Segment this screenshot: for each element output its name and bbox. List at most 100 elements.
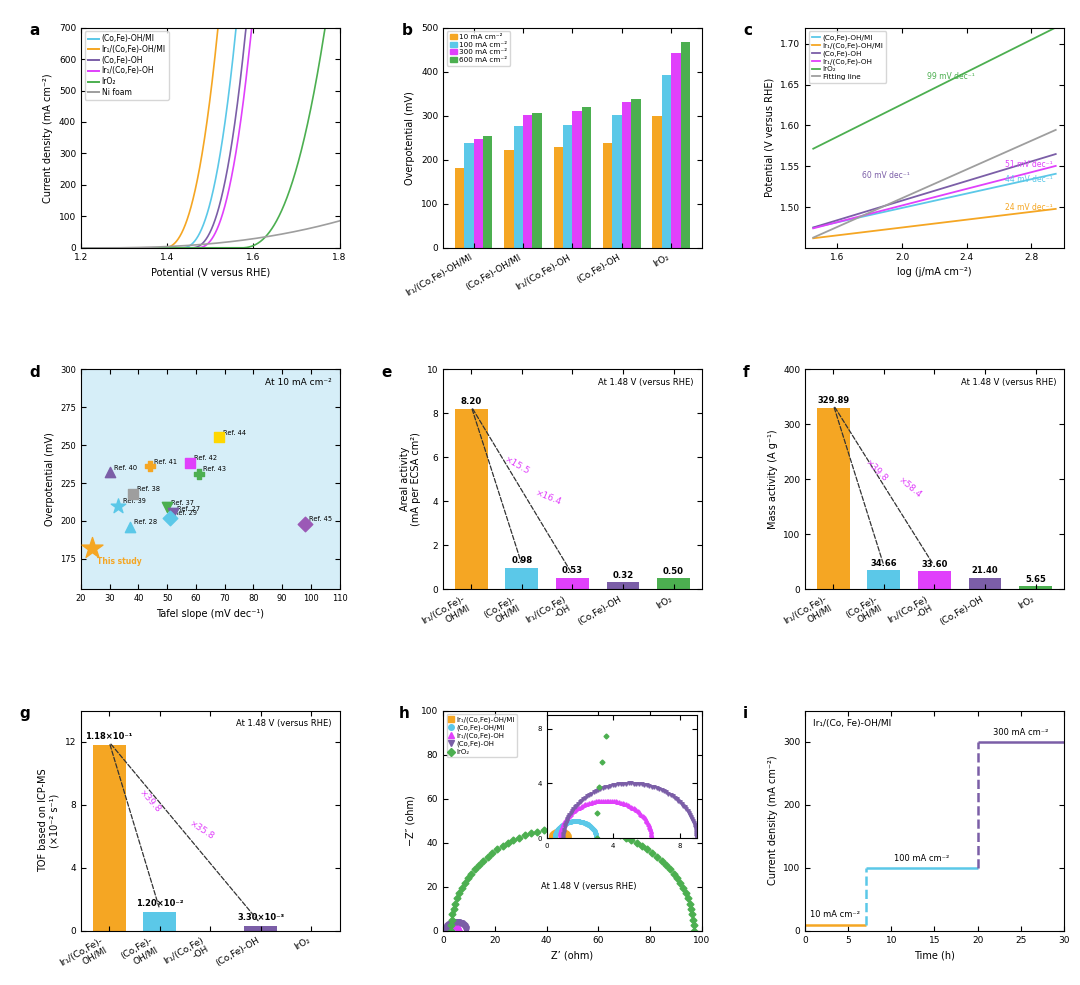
- (Co,Fe)-OH/MI: [443, 923, 456, 935]
- Line: (Co,Fe)-OH/MI: (Co,Fe)-OH/MI: [442, 926, 454, 933]
- (Co,Fe)-OH/MI: [443, 923, 456, 935]
- Text: 0.53: 0.53: [562, 566, 583, 575]
- Bar: [582, 107, 591, 248]
- Text: Ref. 37: Ref. 37: [172, 499, 194, 505]
- Bar: [244, 926, 278, 931]
- (Co,Fe)-OH/MI: [440, 922, 453, 934]
- Y-axis label: −Z″ (ohm): −Z″ (ohm): [405, 795, 416, 846]
- Ir₁/(Co,Fe)-OH: [450, 920, 463, 932]
- Text: At 1.48 V (versus RHE): At 1.48 V (versus RHE): [237, 719, 332, 728]
- IrO₂: [651, 851, 664, 863]
- Bar: [1020, 586, 1052, 589]
- Bar: [483, 136, 492, 248]
- Point: [297, 516, 314, 532]
- Bar: [631, 98, 640, 248]
- Ir₁/(Co,Fe)-OH/MI: [440, 924, 453, 936]
- (Co,Fe)-OH/MI: [444, 924, 457, 936]
- X-axis label: log (j/mA cm⁻²): log (j/mA cm⁻²): [897, 267, 972, 278]
- IrO₂: [513, 831, 526, 843]
- Line: Ir₁/(Co,Fe)-OH: Ir₁/(Co,Fe)-OH: [443, 922, 462, 933]
- Text: Ref. 39: Ref. 39: [122, 498, 146, 504]
- Text: b: b: [402, 24, 413, 38]
- Bar: [662, 75, 671, 248]
- Bar: [144, 912, 176, 931]
- Text: c: c: [743, 24, 752, 38]
- Y-axis label: TOF based on ICP-MS
(×10⁻² s⁻¹): TOF based on ICP-MS (×10⁻² s⁻¹): [38, 769, 59, 873]
- Ir₁/(Co,Fe)-OH/MI: [440, 924, 453, 936]
- Ir₁/(Co,Fe)-OH/MI: [438, 924, 451, 936]
- Text: Ref. 28: Ref. 28: [134, 519, 158, 525]
- Text: h: h: [400, 706, 410, 721]
- Bar: [532, 112, 542, 248]
- Text: 1.20×10⁻²: 1.20×10⁻²: [136, 899, 184, 908]
- Bar: [622, 102, 631, 248]
- Line: Ir₁/(Co,Fe)-OH/MI: Ir₁/(Co,Fe)-OH/MI: [442, 927, 449, 933]
- Ir₁/(Co,Fe)-OH: [443, 919, 456, 931]
- Text: Ref. 27: Ref. 27: [177, 505, 200, 511]
- Text: a: a: [29, 24, 40, 38]
- Y-axis label: Overpotential (mV): Overpotential (mV): [44, 432, 55, 526]
- Ir₁/(Co,Fe)-OH/MI: [440, 924, 453, 936]
- Text: At 1.48 V (versus RHE): At 1.48 V (versus RHE): [541, 883, 637, 891]
- Ir₁/(Co,Fe)-OH: [451, 922, 464, 934]
- Bar: [816, 408, 850, 589]
- Point: [102, 465, 119, 481]
- Bar: [556, 577, 589, 589]
- Bar: [563, 125, 572, 248]
- Point: [181, 455, 199, 471]
- X-axis label: Time (h): Time (h): [914, 951, 955, 960]
- (Co,Fe)-OH: [460, 925, 473, 937]
- Bar: [504, 150, 514, 248]
- Line: IrO₂: IrO₂: [448, 824, 697, 933]
- Text: 5.65: 5.65: [1025, 575, 1047, 584]
- Text: Ref. 40: Ref. 40: [113, 465, 137, 471]
- (Co,Fe)-OH: [455, 917, 468, 929]
- IrO₂: [631, 837, 644, 849]
- (Co,Fe)-OH: [455, 917, 468, 929]
- Text: At 1.48 V (versus RHE): At 1.48 V (versus RHE): [598, 378, 694, 387]
- Text: 3.30×10⁻³: 3.30×10⁻³: [238, 913, 284, 922]
- Text: This study: This study: [97, 557, 141, 565]
- X-axis label: Z’ (ohm): Z’ (ohm): [551, 951, 594, 960]
- Bar: [603, 144, 612, 248]
- X-axis label: Potential (V versus RHE): Potential (V versus RHE): [151, 267, 270, 278]
- Text: 0.98: 0.98: [511, 557, 532, 565]
- IrO₂: [688, 925, 701, 937]
- Bar: [671, 52, 680, 248]
- Ir₁/(Co,Fe)-OH: [446, 919, 459, 931]
- Text: Ref. 41: Ref. 41: [154, 458, 177, 465]
- Y-axis label: Current density (mA cm⁻²): Current density (mA cm⁻²): [43, 73, 53, 203]
- Text: ×39.8: ×39.8: [137, 788, 162, 815]
- Bar: [514, 126, 523, 248]
- Text: 24 mV dec⁻¹: 24 mV dec⁻¹: [1004, 204, 1053, 213]
- Text: e: e: [381, 364, 391, 379]
- IrO₂: [444, 925, 457, 937]
- Text: 60 mV dec⁻¹: 60 mV dec⁻¹: [863, 170, 910, 180]
- (Co,Fe)-OH/MI: [444, 923, 457, 935]
- Text: Ref. 38: Ref. 38: [137, 486, 160, 492]
- Bar: [474, 139, 483, 248]
- Bar: [652, 115, 662, 248]
- Text: ×15.5: ×15.5: [502, 455, 531, 477]
- Text: 21.40: 21.40: [972, 566, 998, 575]
- Ir₁/(Co,Fe)-OH: [449, 920, 462, 932]
- Y-axis label: Overpotential (mV): Overpotential (mV): [405, 91, 416, 184]
- Bar: [680, 42, 690, 248]
- Text: i: i: [743, 706, 748, 721]
- Bar: [455, 167, 464, 248]
- (Co,Fe)-OH/MI: [442, 922, 455, 934]
- Text: Ref. 42: Ref. 42: [194, 455, 217, 461]
- Bar: [607, 582, 639, 589]
- Text: Ref. 43: Ref. 43: [203, 466, 226, 472]
- Text: ×16.4: ×16.4: [535, 489, 564, 507]
- Bar: [572, 111, 582, 248]
- Ir₁/(Co,Fe)-OH: [438, 925, 451, 937]
- Text: 34.66: 34.66: [870, 559, 897, 568]
- Point: [110, 497, 127, 513]
- Ir₁/(Co,Fe)-OH/MI: [440, 925, 453, 937]
- Y-axis label: Current density (mA cm⁻²): Current density (mA cm⁻²): [768, 755, 778, 886]
- Bar: [93, 745, 125, 931]
- Ir₁/(Co,Fe)-OH: [449, 920, 462, 932]
- Text: Ref. 44: Ref. 44: [224, 429, 246, 435]
- Bar: [612, 115, 622, 248]
